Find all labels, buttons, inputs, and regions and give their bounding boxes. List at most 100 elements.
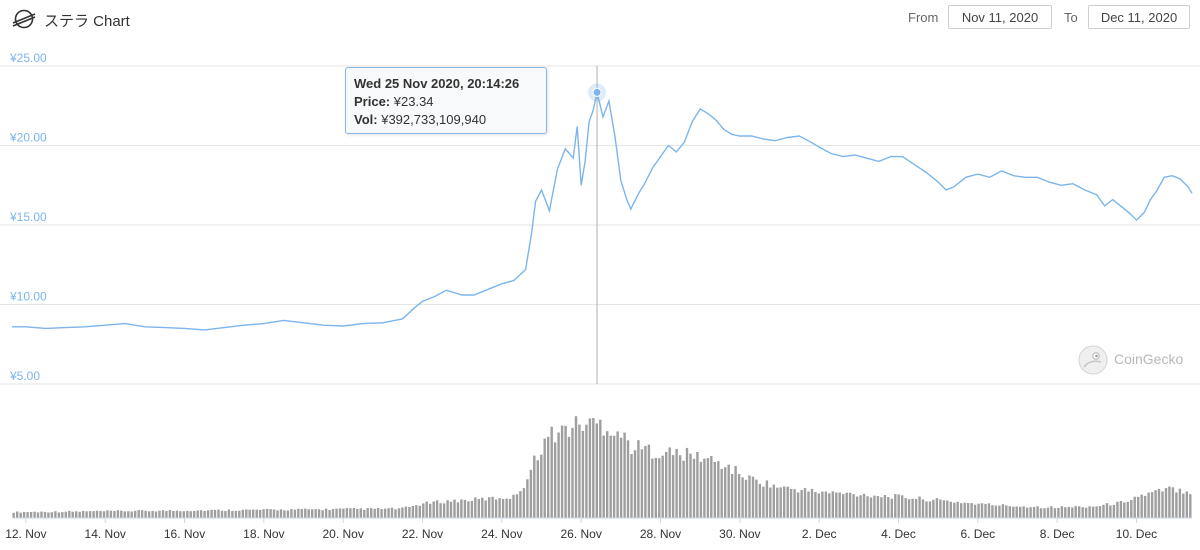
volume-bar: [422, 503, 425, 518]
volume-bar: [699, 461, 703, 518]
volume-bar: [925, 501, 928, 518]
volume-bar: [179, 511, 182, 518]
volume-bar: [786, 486, 789, 518]
volume-bar: [862, 493, 866, 518]
volume-bar: [1116, 501, 1119, 518]
volume-bar: [304, 508, 307, 518]
volume-bar: [1164, 488, 1168, 518]
volume-bar: [54, 511, 57, 518]
from-date-input[interactable]: [948, 5, 1052, 29]
volume-bar: [692, 458, 696, 518]
volume-bar: [390, 507, 394, 518]
hover-point[interactable]: [592, 87, 602, 97]
volume-bar: [803, 488, 807, 518]
x-tick-label: 22. Nov: [402, 527, 443, 541]
volume-bar: [678, 455, 682, 518]
volume-bar: [966, 503, 970, 518]
x-tick-label: 26. Nov: [560, 527, 601, 541]
volume-bar: [363, 509, 366, 518]
volume-bar: [838, 492, 841, 518]
volume-bar: [324, 508, 328, 518]
volume-bar: [852, 494, 855, 518]
volume-bar: [668, 447, 671, 518]
volume-bar: [501, 498, 505, 518]
volume-bar: [40, 511, 43, 518]
volume-bar: [404, 506, 408, 518]
volume-bar: [595, 423, 598, 518]
volume-bar: [161, 510, 165, 518]
volume-bar: [491, 496, 494, 518]
volume-bar: [689, 453, 692, 518]
volume-bar: [342, 508, 345, 518]
volume-bar: [876, 496, 880, 518]
volume-bar: [633, 450, 637, 518]
volume-bar: [564, 425, 567, 518]
volume-bar: [880, 497, 883, 518]
to-date-input[interactable]: [1088, 5, 1190, 29]
volume-bar: [172, 511, 175, 518]
y-tick-label: ¥20.00: [9, 131, 47, 145]
volume-bar: [224, 511, 227, 518]
volume-bar: [1150, 492, 1154, 518]
volume-bar: [547, 436, 550, 518]
volume-bar: [1140, 494, 1143, 518]
volume-bar: [248, 509, 251, 518]
volume-bar: [1168, 486, 1171, 518]
x-tick-label: 14. Nov: [85, 527, 126, 541]
volume-bar: [828, 493, 831, 518]
volume-bar: [703, 458, 706, 518]
volume-bar: [286, 510, 290, 518]
tooltip-price-value: ¥23.34: [393, 94, 434, 109]
volume-bar: [397, 508, 401, 518]
volume-bar: [88, 511, 92, 518]
volume-bar: [290, 509, 293, 518]
volume-bar: [231, 511, 234, 518]
volume-bar: [199, 510, 203, 518]
volume-bar: [1012, 506, 1015, 518]
volume-bar: [1005, 505, 1008, 518]
volume-bar: [370, 508, 373, 518]
volume-bar: [845, 492, 848, 518]
volume-bar: [356, 508, 359, 518]
volume-bar: [543, 438, 546, 518]
volume-bar: [953, 502, 956, 518]
volume-bar: [1095, 506, 1098, 518]
volume-bar: [581, 430, 585, 518]
volume-bar: [769, 487, 772, 518]
volume-bar: [1022, 506, 1025, 518]
volume-bar: [918, 496, 921, 518]
volume-bar: [724, 467, 727, 518]
volume-bar: [515, 494, 519, 518]
volume-bar: [859, 495, 862, 518]
volume-bar: [887, 497, 890, 518]
tooltip-vol-value: ¥392,733,109,940: [381, 112, 487, 127]
volume-bar: [658, 458, 661, 518]
volume-bar: [835, 492, 838, 518]
x-axis-labels: 12. Nov 14. Nov 16. Nov 18. Nov 20. Nov 22. N…: [5, 518, 1157, 541]
volume-bar: [241, 509, 244, 518]
volume-bar: [460, 499, 463, 518]
volume-bar: [671, 455, 675, 518]
volume-bar: [935, 498, 939, 518]
volume-bar: [946, 500, 949, 518]
volume-bar: [973, 504, 977, 518]
volume-bar: [588, 418, 592, 518]
volume-bar: [682, 460, 685, 518]
volume-bars: [12, 416, 1192, 518]
volume-bar: [408, 507, 411, 518]
volume-bar: [279, 509, 283, 518]
x-tick-label: 18. Nov: [243, 527, 284, 541]
volume-bar: [1098, 506, 1102, 518]
volume-bar: [311, 509, 314, 518]
volume-bar: [1143, 495, 1147, 518]
volume-bar: [873, 495, 876, 518]
volume-bar: [494, 499, 498, 518]
volume-bar: [932, 499, 935, 518]
volume-bar: [1126, 501, 1129, 518]
volume-bar: [883, 495, 887, 518]
volume-bar: [914, 498, 918, 518]
volume-bar: [276, 510, 279, 518]
volume-bar: [113, 511, 116, 518]
volume-bar: [255, 509, 258, 518]
